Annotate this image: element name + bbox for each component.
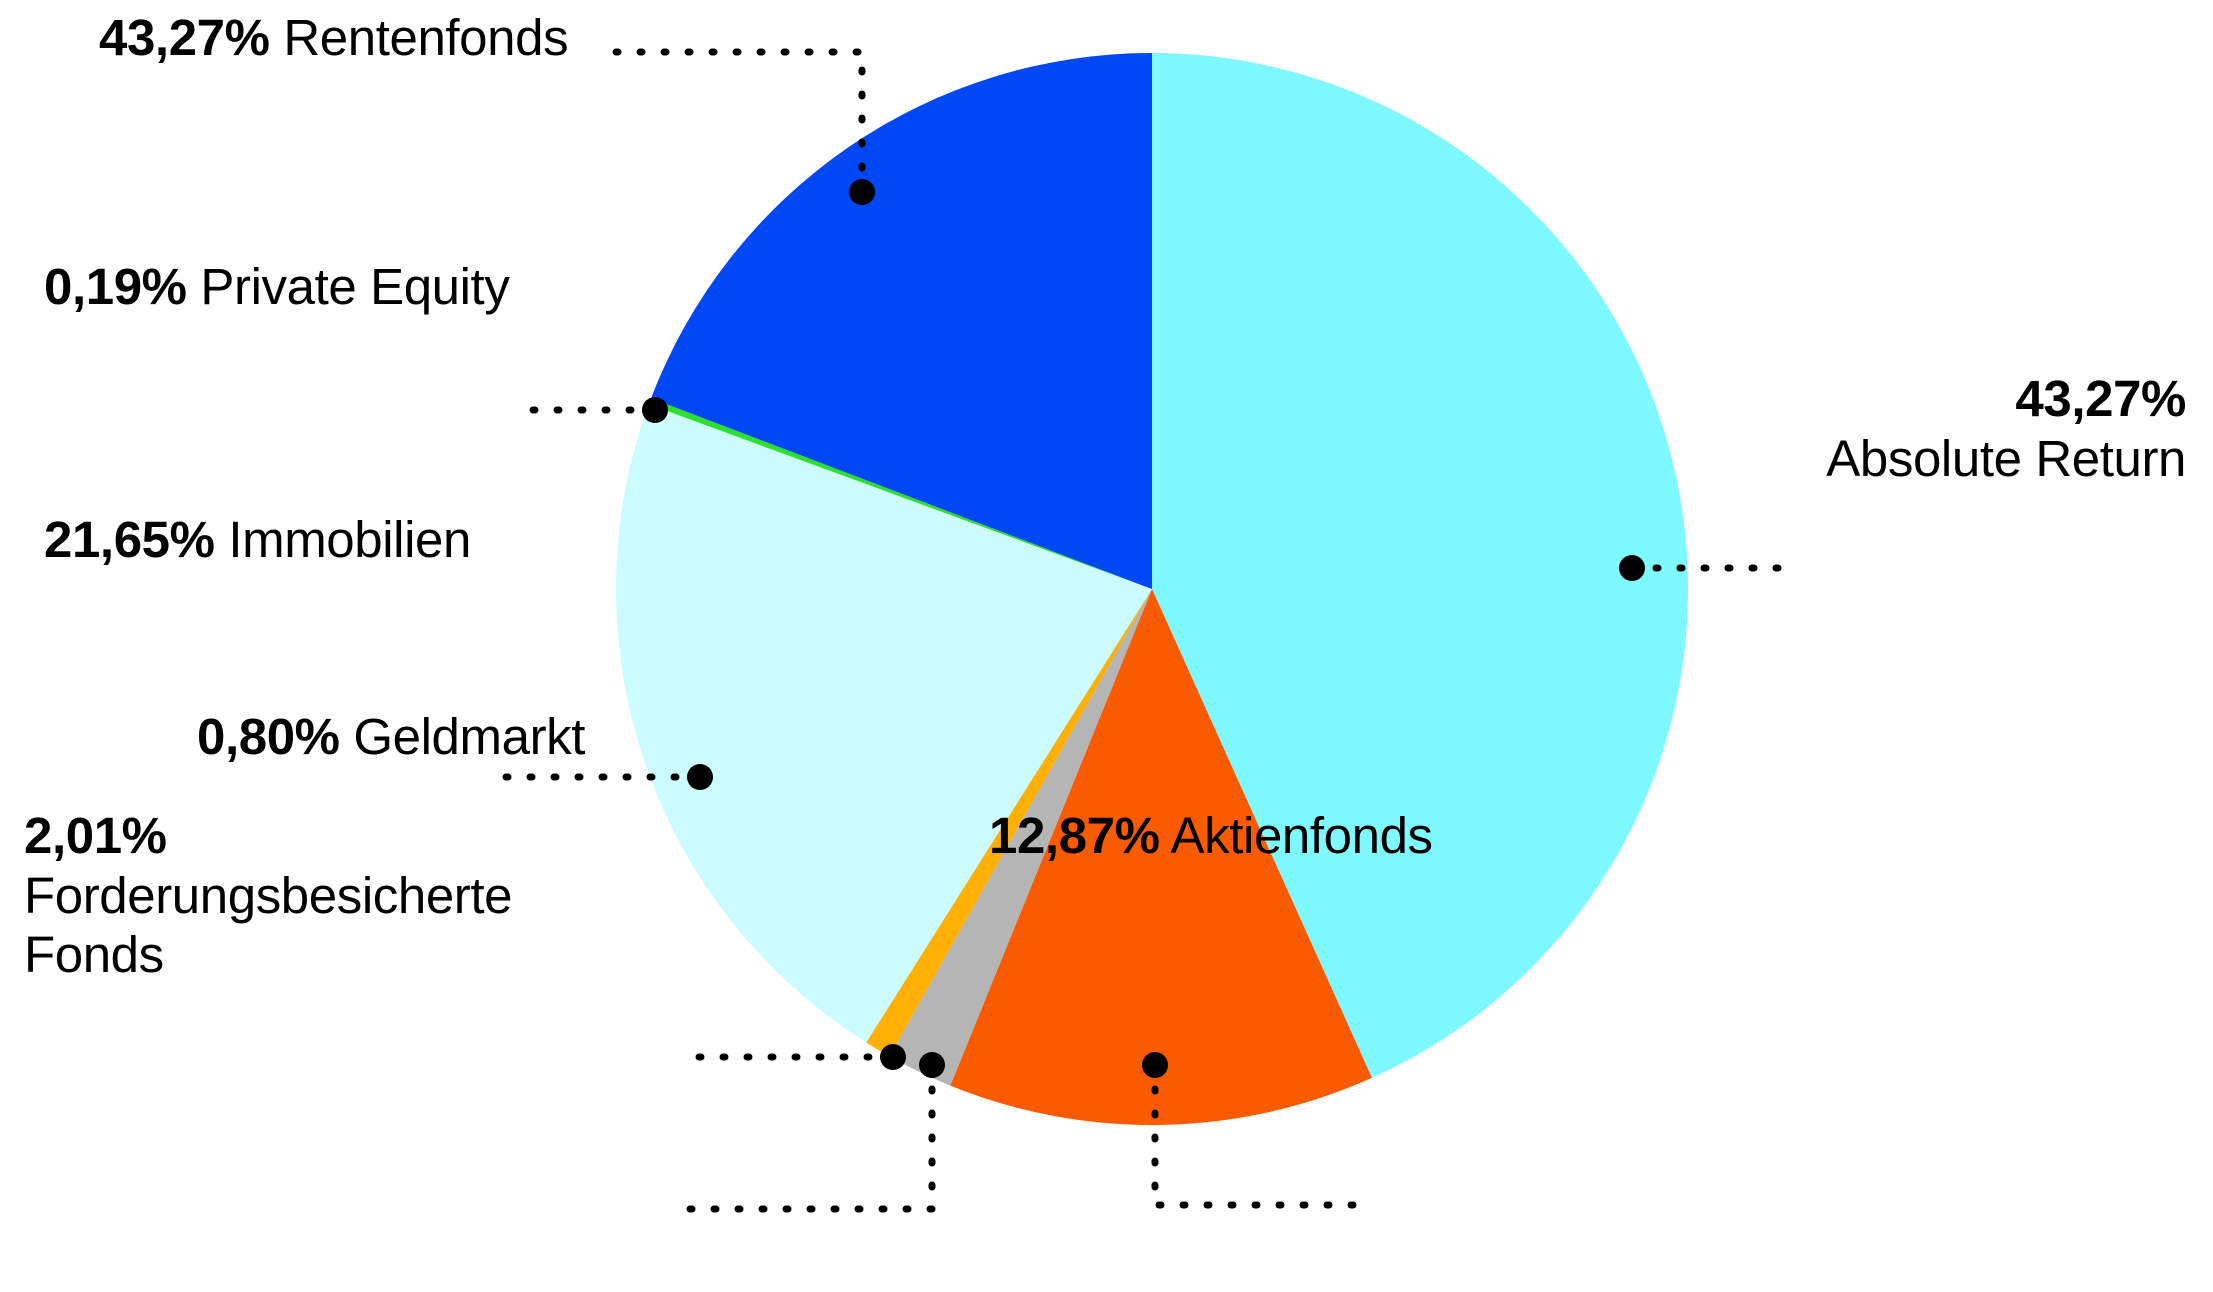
pie-slice-absolute-return[interactable] [1152,53,1689,1078]
slice-percent-geldmarkt: 0,80% [197,708,340,765]
leader-dot-geldmarkt [880,1044,906,1070]
slice-name-immobilien: Immobilien [228,511,471,568]
slice-name-geldmarkt: Geldmarkt [353,708,586,765]
pie-slice-immobilien[interactable] [616,404,1152,1043]
slice-label-absolute-return: 43,27% Absolute Return [1826,369,2186,488]
leader-dot-forderungsbesicherte-fonds [919,1052,945,1078]
pie-slice-private-equity[interactable] [648,398,1152,589]
slice-label-geldmarkt: 0,80% Geldmarkt [197,707,585,767]
slice-name-aktienfonds: Aktienfonds [1170,807,1434,864]
slice-label-rentenfonds: 43,27% Rentenfonds [99,8,569,68]
slice-name-absolute-return: Absolute Return [1826,429,2186,487]
leader-dot-private-equity [642,397,668,423]
slice-percent-rentenfonds: 43,27% [99,9,270,66]
pie-slices-group [616,53,1689,1126]
slice-percent-immobilien: 21,65% [44,511,215,568]
slice-name-rentenfonds: Rentenfonds [283,9,569,66]
slice-name-forderungsbesicherte-fonds: Forderungsbesicherte Fonds [24,866,513,984]
pie-slice-aktienfonds[interactable] [950,589,1372,1126]
leader-line-aktienfonds [1151,1061,1361,1209]
slice-label-aktienfonds: 12,87% Aktienfonds [989,806,1433,866]
slice-percent-aktienfonds: 12,87% [989,807,1160,864]
slice-percent-forderungsbesicherte-fonds: 2,01% [24,807,167,864]
leader-dot-absolute-return [1619,555,1645,581]
leader-lines-group [483,48,1804,1213]
pie-slice-geldmarkt[interactable] [866,589,1152,1057]
pie-slice-forderungsbesicherte-fonds[interactable] [889,589,1152,1086]
slice-label-forderungsbesicherte-fonds: 2,01% Forderungsbesicherte Fonds [24,806,513,985]
leader-line-forderungsbesicherte-fonds [668,1061,936,1213]
slice-label-immobilien: 21,65% Immobilien [44,510,471,570]
slice-percent-private-equity: 0,19% [44,258,187,315]
leader-dot-aktienfonds [1142,1052,1168,1078]
pie-slice-rentenfonds[interactable] [651,53,1152,589]
leader-dot-rentenfonds [849,179,875,205]
slice-label-private-equity: 0,19% Private Equity [44,257,510,317]
slice-name-private-equity: Private Equity [200,258,510,315]
leader-line-rentenfonds [610,48,866,196]
slice-percent-absolute-return: 43,27% [2015,370,2186,427]
leader-dot-immobilien [687,764,713,790]
